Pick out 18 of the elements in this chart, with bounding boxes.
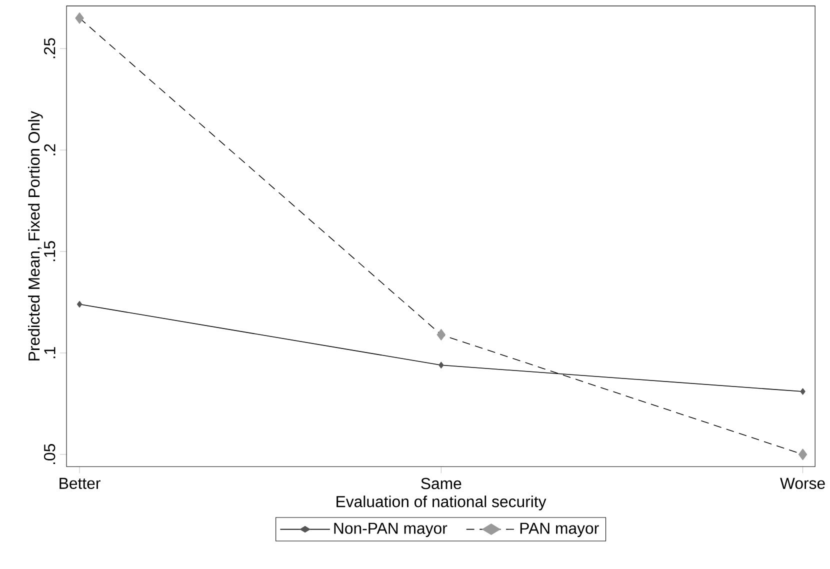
point xyxy=(75,12,84,24)
x-tick-label: Same xyxy=(421,478,462,490)
y-tick-label: .1 xyxy=(44,347,56,358)
y-tick-label: .25 xyxy=(44,38,56,58)
x-axis-title: Evaluation of national security xyxy=(336,496,546,510)
point xyxy=(76,301,82,308)
y-tick-label: .2 xyxy=(44,144,56,156)
point xyxy=(798,448,808,460)
x-tick-label: Better xyxy=(60,478,100,490)
point xyxy=(800,388,806,395)
legend-label: Non-PAN mayor xyxy=(334,522,448,538)
point xyxy=(436,329,446,340)
x-tick-label: Worse xyxy=(780,478,825,490)
y-axis-title: Predicted Mean, Fixed Portion Only xyxy=(28,111,43,360)
y-tick-label: .05 xyxy=(44,444,56,464)
legend-label: PAN mayor xyxy=(520,522,599,538)
point xyxy=(438,362,444,369)
y-tick-label: .15 xyxy=(44,241,56,262)
